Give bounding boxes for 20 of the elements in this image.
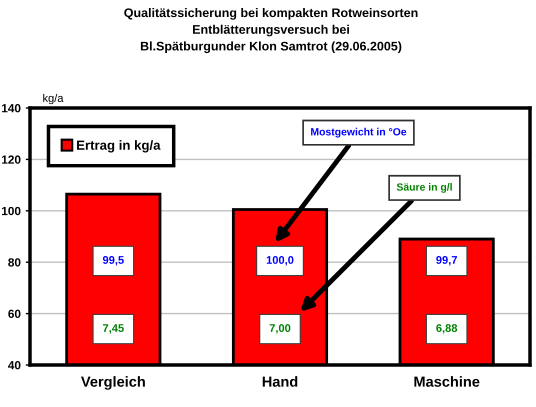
annotation: 7,00	[270, 324, 290, 334]
annotation: 7,45	[103, 324, 124, 334]
chart-title: Qualitätssicherung bei kompakten Rotweinsorten Entblätterungsversuch bei Bl.Spätburgunder Klon Samtrot (29.06.2005)	[124, 8, 418, 54]
annotation: 99,5	[102, 256, 124, 266]
y-tick-label: 100	[2, 206, 20, 216]
y-tick-label: 120	[2, 155, 20, 164]
legend-label: Ertrag in kg/a	[77, 140, 161, 152]
annotation: Säure in g/l	[396, 183, 452, 193]
y-tick-label: 40	[8, 361, 20, 370]
x-tick-label: Hand	[262, 376, 298, 387]
y-tick-label: 80	[8, 258, 20, 267]
y-tick-label: 140	[2, 104, 20, 112]
annotation: 6,88	[436, 324, 458, 334]
annotation: 100,0	[266, 256, 294, 266]
y-axis-title: kg/a	[43, 94, 64, 104]
x-tick-label: Vergleich	[81, 376, 145, 390]
annotation: Mostgewicht in °Oe	[311, 128, 406, 138]
y-tick-label: 60	[8, 310, 20, 318]
annotation: 99,7	[436, 256, 457, 266]
x-tick-label: Maschine	[414, 376, 480, 387]
